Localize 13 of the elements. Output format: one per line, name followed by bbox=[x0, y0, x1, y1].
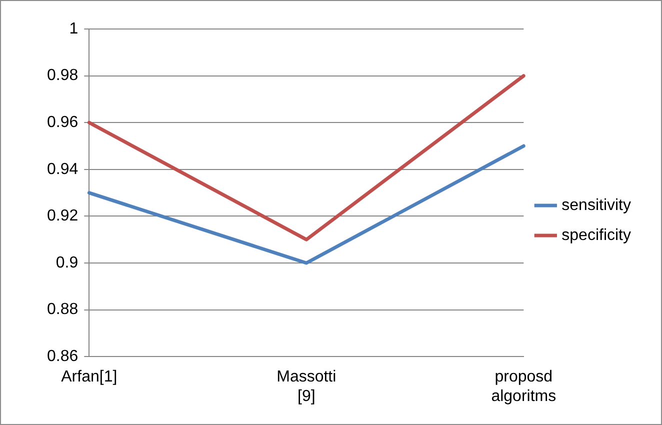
legend-label: sensitivity bbox=[562, 196, 632, 214]
y-tick-label: 0.98 bbox=[47, 67, 78, 84]
y-tick-label: 1 bbox=[69, 20, 78, 38]
y-tick-label: 0.96 bbox=[47, 114, 78, 132]
x-tick-label: Arfan[1] bbox=[61, 368, 118, 386]
y-tick-label: 0.9 bbox=[56, 254, 78, 272]
x-tick-label: Massotti [9] bbox=[276, 368, 336, 405]
y-tick-label: 0.92 bbox=[47, 208, 78, 225]
legend-label: specificity bbox=[562, 226, 632, 244]
y-tick-label: 0.94 bbox=[47, 160, 78, 178]
y-tick-label: 0.86 bbox=[47, 348, 78, 366]
y-tick-label: 0.88 bbox=[47, 301, 78, 318]
x-tick-label: proposd algoritms bbox=[491, 368, 556, 405]
